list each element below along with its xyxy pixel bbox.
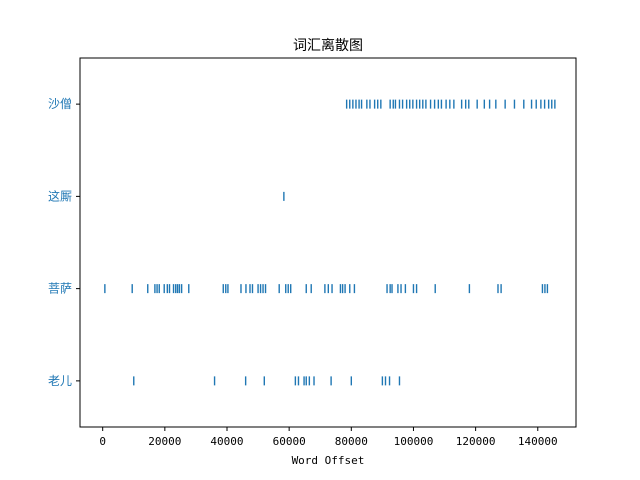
- y-tick-label: 沙僧: [48, 97, 72, 111]
- x-tick-label: 40000: [210, 435, 243, 448]
- y-tick-label: 老儿: [48, 374, 72, 388]
- x-tick-label: 120000: [456, 435, 496, 448]
- x-axis-label: Word Offset: [292, 454, 365, 467]
- x-tick-label: 100000: [394, 435, 434, 448]
- axes-group: 0 20000 40000 60000 80000 100000 120000 140000 沙…: [48, 97, 558, 448]
- chart-title: 词汇离散图: [293, 37, 363, 54]
- x-tick-label: 80000: [335, 435, 368, 448]
- x-tick-label: 20000: [148, 435, 181, 448]
- y-tick-label: 菩萨: [48, 282, 72, 296]
- x-tick-label: 140000: [518, 435, 558, 448]
- y-tick-label: 这厮: [48, 188, 72, 203]
- x-tick-label: 0: [99, 435, 106, 448]
- plot-frame: [79, 57, 577, 428]
- plot-marks: [104, 99, 556, 386]
- x-tick-label: 60000: [273, 435, 306, 448]
